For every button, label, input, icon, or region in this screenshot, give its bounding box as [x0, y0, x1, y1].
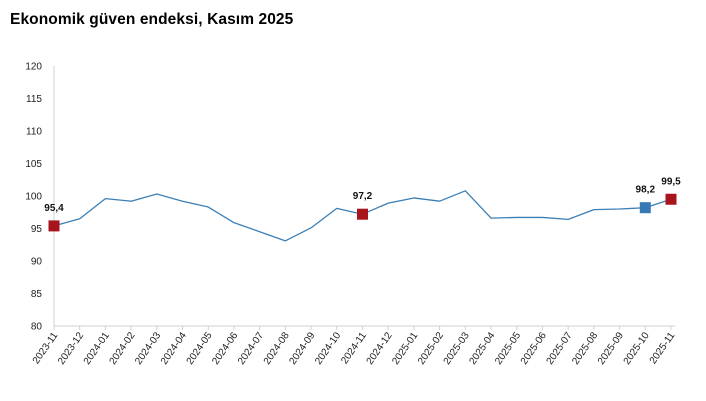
data-point	[181, 200, 184, 203]
data-point	[412, 196, 415, 199]
y-tick-label: 90	[31, 257, 43, 268]
highlight-marker	[48, 220, 60, 232]
data-label: 99,5	[661, 176, 681, 187]
x-axis: 2023-112023-122024-012024-022024-032024-…	[31, 325, 678, 367]
y-tick-label: 120	[25, 62, 42, 73]
data-point	[78, 217, 81, 220]
chart-title: Ekonomik güven endeksi, Kasım 2025	[10, 11, 294, 28]
highlight-marker	[665, 193, 677, 205]
highlight-marker	[639, 202, 651, 214]
data-point	[567, 218, 570, 221]
data-point	[489, 217, 492, 220]
y-tick-label: 80	[31, 322, 43, 333]
data-point	[309, 226, 312, 229]
data-point	[284, 239, 287, 242]
x-tick-label: 2024-10	[313, 330, 343, 367]
y-tick-label: 95	[31, 224, 43, 235]
data-label: 95,4	[44, 203, 64, 214]
y-axis: 80 85 90 95 100 105 110 115 120	[25, 62, 55, 333]
data-point	[130, 200, 133, 203]
data-point	[515, 216, 518, 219]
data-point	[438, 200, 441, 203]
x-tick-label: 2025-10	[622, 330, 652, 367]
y-tick-label: 85	[31, 289, 43, 300]
markers	[48, 193, 677, 232]
y-tick-label: 115	[26, 94, 42, 105]
x-tick-label: 2025-11	[648, 330, 678, 366]
data-point	[592, 208, 595, 211]
y-tick-label: 100	[25, 192, 42, 203]
data-label: 97,2	[353, 191, 373, 202]
data-labels: 95,4 97,2 98,2 99,5	[44, 176, 681, 214]
y-tick-label: 105	[25, 159, 42, 170]
data-point	[618, 207, 621, 210]
data-label: 98,2	[636, 185, 656, 196]
data-point	[258, 230, 261, 233]
highlight-marker	[357, 208, 368, 220]
data-point	[155, 192, 158, 195]
data-point	[232, 221, 235, 224]
data-point	[104, 197, 107, 200]
y-tick-label: 110	[26, 127, 42, 138]
data-point	[541, 216, 544, 219]
data-point	[207, 205, 210, 208]
data-point	[387, 202, 390, 205]
data-point	[335, 207, 338, 210]
data-point	[464, 189, 467, 192]
